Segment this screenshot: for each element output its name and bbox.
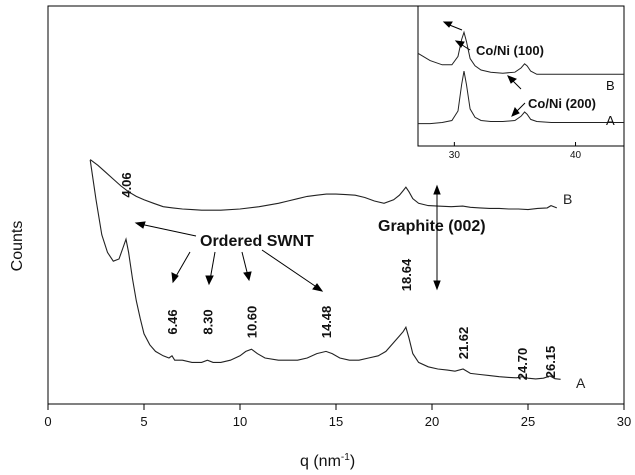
- x-tick-label-2: 10: [233, 414, 247, 429]
- main-series-group: [89, 159, 561, 380]
- graphite-arrow-head-down: [433, 280, 441, 291]
- inset-x-tick-label-0: 30: [449, 150, 461, 161]
- peak-label-3: 10.60: [245, 306, 260, 339]
- arrow-head-8-30: [205, 275, 214, 286]
- y-axis-title: Counts: [9, 221, 26, 272]
- series-label-a: A: [576, 375, 586, 391]
- annotation-graphite-arrow: [433, 184, 441, 291]
- inset-arrow-200-upper-head: [507, 75, 517, 84]
- inset-arrow-100-head: [454, 40, 465, 48]
- annotation-ordered-swnt-arrows: [134, 221, 324, 292]
- annotation-graphite: Graphite (002): [378, 218, 486, 235]
- inset-x-axis-ticks: 30 40: [449, 142, 582, 161]
- arrow-to-6-46: [174, 251, 191, 279]
- peak-labels-group: 4.06 6.46 8.30 10.60 14.48 18.64 21.62 24.70 26.…: [119, 172, 558, 380]
- x-axis-ticks: 0 5 10 15 20 25 30: [44, 404, 631, 429]
- x-tick-label-3: 15: [329, 414, 343, 429]
- peak-label-7: 24.70: [515, 348, 530, 381]
- peak-label-8: 26.15: [543, 346, 558, 379]
- annotation-ordered-swnt: Ordered SWNT: [200, 233, 314, 250]
- x-tick-label-5: 25: [521, 414, 535, 429]
- series-label-b: B: [563, 191, 572, 207]
- inset-annotation-co-ni-100: Co/Ni (100): [476, 43, 544, 58]
- inset-x-tick-label-1: 40: [570, 150, 582, 161]
- peak-label-0: 4.06: [119, 172, 134, 197]
- inset-arrows: [442, 21, 526, 117]
- series-line-a: [89, 159, 561, 380]
- inset-annotation-co-ni-200: Co/Ni (200): [528, 96, 596, 111]
- x-tick-label-6: 30: [617, 414, 631, 429]
- arrow-head-10-60: [243, 271, 252, 282]
- peak-label-5: 18.64: [399, 258, 414, 291]
- arrow-head-4-06: [134, 221, 146, 229]
- peak-label-2: 8.30: [200, 309, 215, 334]
- inset-series-label-a: A: [606, 113, 615, 128]
- arrow-head-6-46: [171, 272, 179, 284]
- inset-series-label-b: B: [606, 78, 615, 93]
- peak-label-4: 14.48: [319, 306, 334, 339]
- peak-label-1: 6.46: [165, 309, 180, 334]
- graphite-arrow-head-up: [433, 184, 441, 195]
- x-tick-label-1: 5: [140, 414, 147, 429]
- x-tick-label-0: 0: [44, 414, 51, 429]
- arrow-to-10-60: [241, 251, 249, 277]
- series-line-b: [89, 159, 558, 211]
- x-axis-title: q (nm-1): [300, 452, 355, 470]
- arrow-to-14-48: [261, 249, 319, 289]
- inset-arrow-200-head: [511, 107, 520, 117]
- arrow-head-14-48: [312, 283, 324, 292]
- peak-label-6: 21.62: [456, 327, 471, 360]
- arrow-to-4-06: [139, 223, 197, 237]
- arrow-to-8-30: [209, 251, 216, 281]
- inset-arrow-top-head: [442, 21, 453, 28]
- inset-series-group: [417, 30, 624, 125]
- inset-series-line-a: [418, 71, 624, 125]
- x-tick-label-4: 20: [425, 414, 439, 429]
- inset-series-line-b: [417, 30, 624, 75]
